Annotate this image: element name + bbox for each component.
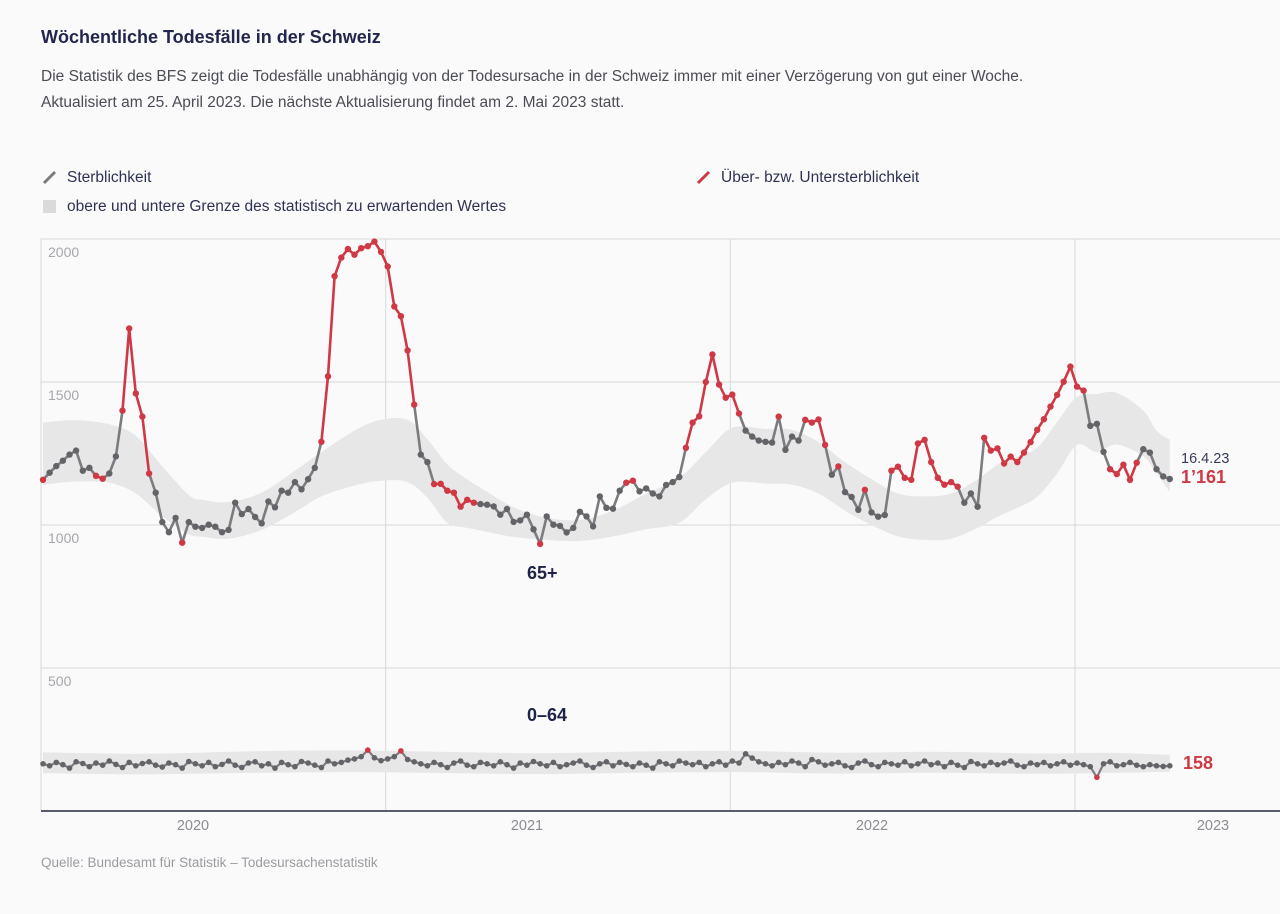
chart-description: Die Statistik des BFS zeigt die Todesfäl… xyxy=(41,64,1023,116)
legend-excess-label: Über- bzw. Untersterblichkeit xyxy=(721,168,920,186)
mortality-line-icon xyxy=(42,170,57,185)
legend-item-excess: Über- bzw. Untersterblichkeit xyxy=(695,167,919,188)
legend-item-expected-range: obere und untere Grenze des statistisch … xyxy=(41,196,506,217)
series-65plus xyxy=(39,238,1174,548)
y-tick-1000: 1000 xyxy=(48,530,80,546)
x-tick-2023: 2023 xyxy=(1196,818,1230,834)
latest-value-65plus: 1’161 xyxy=(1181,467,1227,487)
latest-value-0to64: 158 xyxy=(1183,753,1214,773)
series-0to64 xyxy=(40,747,1173,781)
description-line-1: Die Statistik des BFS zeigt die Todesfäl… xyxy=(41,68,1024,85)
description-line-2: Aktualisiert am 25. April 2023. Die näch… xyxy=(41,94,625,111)
y-tick-1500: 1500 xyxy=(48,387,80,403)
age-group-label-0to64: 0–64 xyxy=(527,705,568,725)
age-group-label-65plus: 65+ xyxy=(527,563,558,583)
source-note: Quelle: Bundesamt für Statistik – Todesu… xyxy=(41,855,378,870)
legend-item-mortality: Sterblichkeit xyxy=(41,167,506,188)
x-tick-2022: 2022 xyxy=(855,818,889,834)
latest-date-label: 16.4.23 xyxy=(1181,451,1230,467)
legend-expected-range-label: obere und untere Grenze des statistisch … xyxy=(67,197,507,215)
legend-mortality-label: Sterblichkeit xyxy=(67,168,152,186)
expected-range-swatch-icon xyxy=(43,200,56,213)
legend-right: Über- bzw. Untersterblichkeit xyxy=(695,167,919,196)
y-tick-500: 500 xyxy=(48,673,72,689)
page-title: Wöchentliche Todesfälle in der Schweiz xyxy=(41,27,381,47)
x-tick-2021: 2021 xyxy=(510,818,544,834)
expected-range-bands xyxy=(43,391,1170,775)
y-tick-2000: 2000 xyxy=(48,244,80,260)
legend-left: Sterblichkeit obere und untere Grenze de… xyxy=(41,167,506,225)
excess-line-icon xyxy=(696,170,711,185)
x-tick-2020: 2020 xyxy=(176,818,210,834)
